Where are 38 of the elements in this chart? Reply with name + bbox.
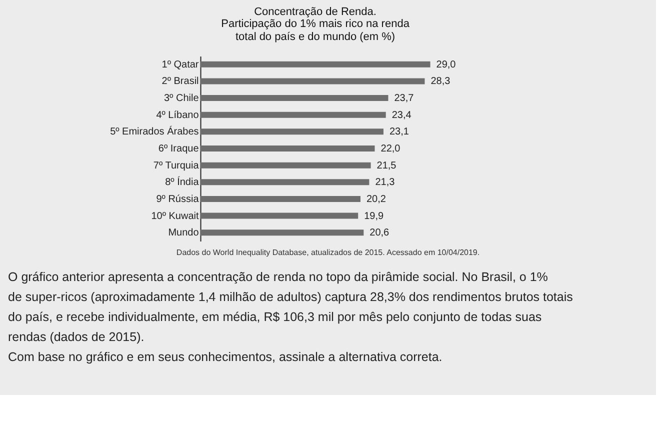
y-tick-label: 8º Índia [165,176,200,188]
data-label: 20,2 [366,194,386,205]
y-tick-label: 1º Qatar [162,59,200,70]
y-tick-label: 5º Emirados Árabes [110,126,199,138]
chart-title: Concentração de Renda. [254,6,376,18]
data-label: 22,0 [380,144,401,154]
bar [200,95,388,102]
bar [200,61,430,68]
bar [200,112,386,118]
data-label: 21,3 [375,177,396,188]
data-label: 20,6 [370,228,390,239]
data-label: 28,3 [430,76,451,88]
bar [200,230,364,236]
data-label: 23,4 [392,110,412,121]
data-label: 23,1 [389,126,410,138]
bar [200,162,371,168]
y-tick-label: 9º Rússia [156,194,200,205]
data-label: 29,0 [436,59,456,70]
text: Dados do World Inequality Database, atualizados de 2015. Acessado em 10/04/2019. [176,248,480,257]
bar [200,78,425,84]
y-tick-label: 7º Turquia [153,160,200,172]
bar [200,212,358,219]
y-tick-label: 6º Iraque [158,144,200,154]
data-label: 19,9 [364,210,384,222]
text: Com base no gráfico e em seus conhecimentos, assinale a alternativa correta. [8,350,442,364]
bar [200,196,360,202]
y-tick-label: Mundo [168,228,200,239]
bar [200,146,375,152]
text: O gráfico anterior apresenta a concentração de renda no topo da pirâmide social. No Brasil, o 1% de super-ricos (aproximadamente 1,4 milhão de adultos) captura 28,3% dos rendimentos brutos totais do país, e recebe individualmente, em média, R$ 106,3 mil por mês pelo conjunto de todas suas rendas (dados de 2015). [8,270,573,344]
chart-subtitle: Participação do 1% mais rico na renda total do país e do mundo (em %) [221,18,410,43]
y-tick-label: 10º Kuwait [151,210,199,222]
y-tick-label: 2º Brasil [162,76,199,88]
bar [200,128,384,135]
data-label: 23,7 [394,93,414,104]
y-tick-label: 3º Chile [164,93,200,104]
y-tick-label: 4º Líbano [156,110,200,121]
bar [200,179,370,186]
data-label: 21,5 [376,160,397,172]
